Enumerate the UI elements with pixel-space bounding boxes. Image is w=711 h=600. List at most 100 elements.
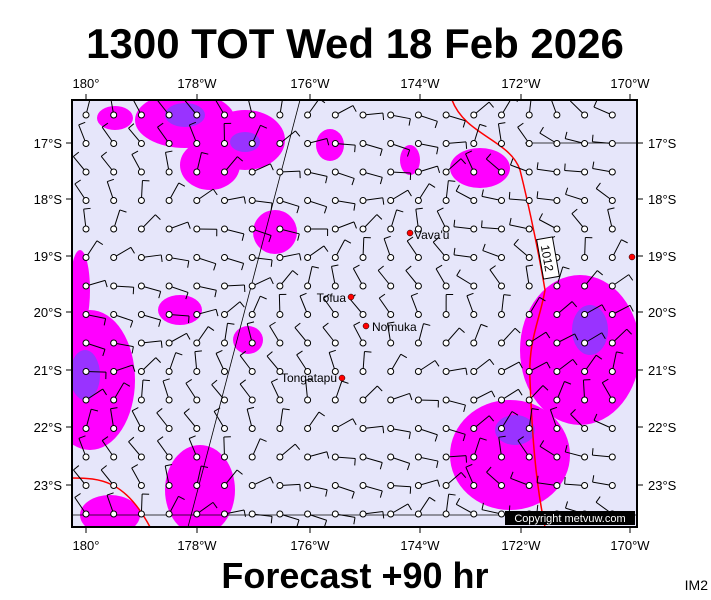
wind-barb-tick — [428, 183, 436, 188]
wind-station — [553, 482, 561, 489]
wind-barb-tick — [518, 361, 523, 369]
wind-barb-tick — [513, 238, 519, 245]
lon-label: 170°W — [610, 76, 650, 91]
lon-label: 170°W — [610, 538, 650, 553]
wind-barb-tick — [436, 460, 439, 469]
wind-station — [165, 197, 173, 204]
wind-station — [581, 254, 589, 261]
wind-station — [82, 225, 90, 233]
wind-barb-tick — [591, 134, 594, 142]
wind-station — [304, 368, 312, 375]
wind-barb-tick — [509, 217, 512, 225]
wind-barb-tick — [565, 187, 569, 195]
wind-barb-tick — [247, 321, 255, 325]
wind-barb-tick — [292, 270, 299, 276]
wind-barb-tick — [408, 431, 411, 440]
wind-station — [442, 140, 450, 147]
wind-barb-tick — [456, 269, 461, 276]
wind-barb-tick — [178, 182, 186, 187]
wind-barb-tick — [353, 203, 356, 211]
wind-station — [304, 482, 312, 489]
lat-label: 18°S — [648, 192, 677, 207]
wind-station — [498, 197, 505, 204]
wind-barb-tick — [545, 331, 551, 339]
wind-barb-tick — [491, 390, 496, 398]
wind-barb-tick — [542, 385, 549, 391]
wind-barb-tick — [436, 207, 444, 212]
wind-barb-tick — [592, 475, 595, 483]
wind-barb-tick — [142, 379, 150, 382]
wind-station — [110, 168, 118, 176]
wind-station — [608, 111, 616, 119]
wind-barb-tick — [311, 266, 319, 269]
wind-station — [470, 254, 478, 261]
wind-barb-tick — [318, 411, 325, 417]
wind-barb-tick — [539, 126, 544, 134]
wind-barb-tick — [503, 294, 511, 296]
wind-station — [331, 168, 339, 176]
wind-barb-tick — [294, 443, 301, 450]
wind-barb-tick — [131, 464, 139, 469]
wind-station — [498, 339, 505, 347]
wind-barb-tick — [539, 440, 545, 447]
wind-station — [442, 425, 450, 432]
wind-station — [553, 282, 561, 290]
wind-barb-tick — [104, 280, 108, 288]
wind-station — [414, 453, 422, 461]
wind-barb-tick — [550, 94, 557, 96]
wind-station — [525, 225, 533, 233]
lat-label: 19°S — [34, 249, 63, 264]
wind-barb-tick — [482, 243, 486, 251]
wind-station — [387, 111, 395, 119]
wind-station — [387, 168, 395, 176]
wind-station — [359, 225, 367, 233]
wind-barb-tick — [157, 95, 162, 99]
wind-barb-tick — [165, 464, 173, 467]
wind-barb-tick — [436, 147, 439, 155]
wind-station — [221, 510, 228, 518]
wind-station — [553, 225, 561, 233]
wind-station — [110, 453, 118, 461]
wind-station — [248, 396, 256, 404]
corner-label: IM2 — [685, 577, 709, 593]
wind-station — [193, 168, 201, 176]
wind-station — [137, 254, 145, 261]
title: 1300 TOT Wed 18 Feb 2026 — [86, 20, 624, 67]
wind-barb-tick — [352, 105, 357, 112]
map-frame — [71, 99, 638, 528]
wind-station — [82, 197, 90, 204]
wind-station — [248, 453, 256, 461]
wind-station — [248, 510, 256, 518]
wind-barb-tick — [485, 153, 492, 160]
wind-station — [248, 482, 256, 489]
wind-barb-tick — [455, 184, 460, 192]
wind-station — [165, 368, 173, 375]
wind-barb-tick — [429, 496, 436, 502]
wind-station — [82, 453, 90, 461]
wind-station — [525, 111, 533, 119]
wind-barb-tick — [353, 221, 357, 229]
wind-station — [387, 396, 395, 404]
wind-barb-tick — [511, 411, 519, 416]
wind-barb-tick — [268, 235, 272, 243]
wind-station — [414, 510, 422, 518]
wind-barb-tick — [237, 156, 244, 162]
wind-barb-tick — [510, 471, 514, 479]
wind-station — [498, 510, 505, 518]
wind-barb-tick — [131, 346, 134, 354]
wind-barb-tick — [211, 379, 218, 386]
wind-station — [414, 396, 422, 404]
wind-station — [608, 339, 616, 347]
wind-station — [498, 140, 505, 147]
wind-barb-tick — [296, 350, 303, 356]
wind-barb-tick — [91, 96, 98, 98]
wind-barb-tick — [184, 95, 189, 99]
wind-barb-tick — [479, 437, 487, 441]
wind-station — [165, 168, 173, 176]
wind-barb-tick — [296, 519, 300, 527]
wind-station — [331, 197, 339, 204]
wind-barb-tick — [201, 465, 209, 468]
wind-station — [414, 282, 422, 290]
wind-station — [165, 453, 173, 461]
wind-station — [387, 368, 395, 375]
